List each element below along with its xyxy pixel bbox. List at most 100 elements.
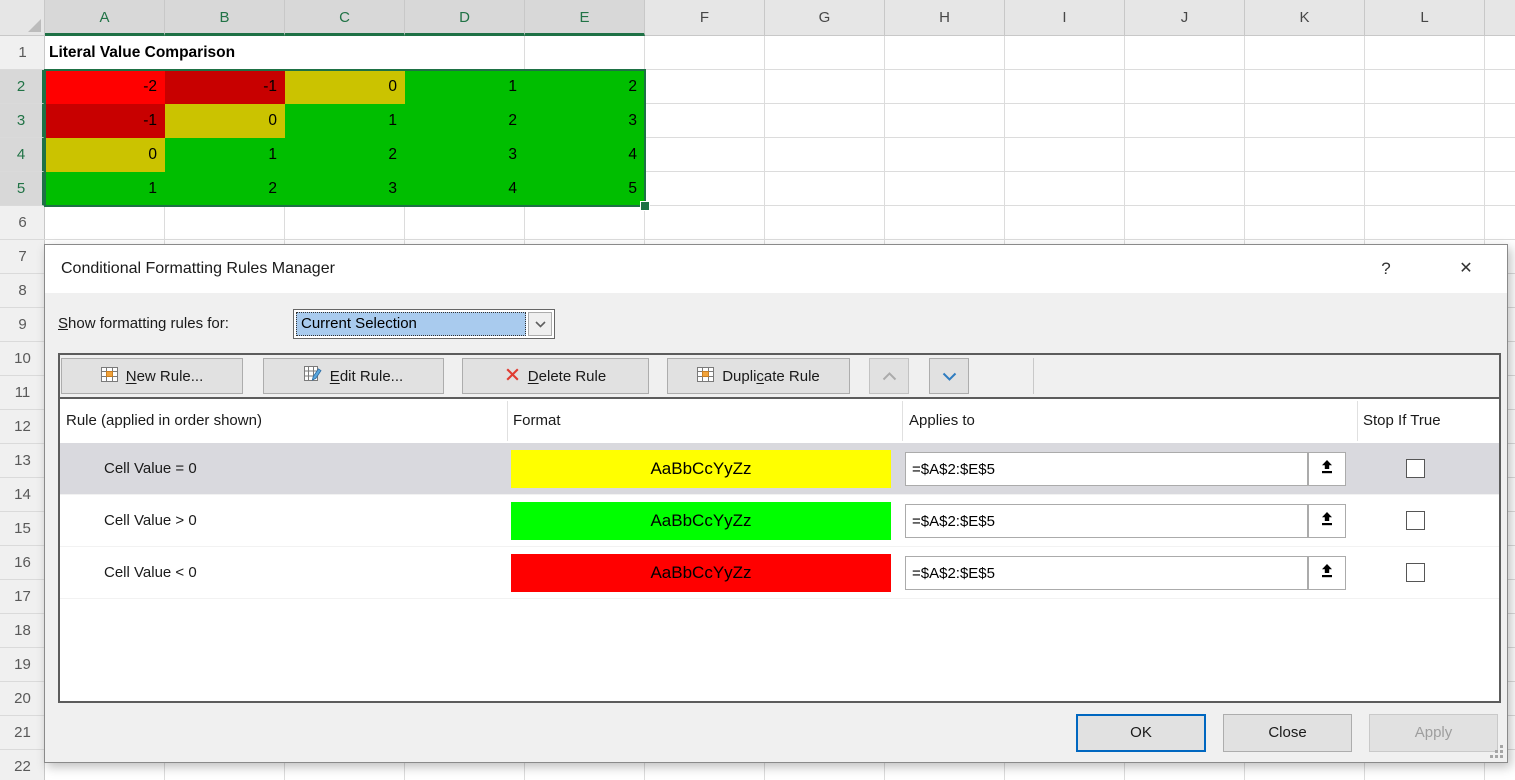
- row-header-15[interactable]: 15: [0, 512, 45, 546]
- ok-button[interactable]: OK: [1076, 714, 1206, 752]
- rule-row-2[interactable]: Cell Value > 0 AaBbCcYyZz: [60, 495, 1499, 547]
- row-header-13[interactable]: 13: [0, 444, 45, 478]
- edit-rule-button[interactable]: Edit Rule...: [263, 358, 444, 394]
- duplicate-rule-button[interactable]: Duplicate Rule: [667, 358, 850, 394]
- stop-if-true-checkbox[interactable]: [1406, 459, 1425, 478]
- column-header-I[interactable]: I: [1005, 0, 1125, 36]
- column-header-A[interactable]: A: [45, 0, 165, 36]
- cell-E5[interactable]: 5: [525, 172, 645, 206]
- cell-A4[interactable]: 0: [45, 138, 165, 172]
- cell-A3[interactable]: -1: [45, 104, 165, 138]
- column-header-J[interactable]: J: [1125, 0, 1245, 36]
- format-preview-swatch: AaBbCcYyZz: [511, 450, 891, 488]
- cell-D4[interactable]: 3: [405, 138, 525, 172]
- row-header-6[interactable]: 6: [0, 206, 45, 240]
- move-rule-up-button[interactable]: [869, 358, 909, 394]
- cell-E4[interactable]: 4: [525, 138, 645, 172]
- resize-grip-icon[interactable]: [1490, 745, 1503, 758]
- cell-C5[interactable]: 3: [285, 172, 405, 206]
- move-rule-down-button[interactable]: [929, 358, 969, 394]
- row-header-16[interactable]: 16: [0, 546, 45, 580]
- row-header-7[interactable]: 7: [0, 240, 45, 274]
- rule-row-1[interactable]: Cell Value = 0 AaBbCcYyZz: [60, 443, 1499, 495]
- row-header-20[interactable]: 20: [0, 682, 45, 716]
- row-header-10[interactable]: 10: [0, 342, 45, 376]
- help-button[interactable]: ?: [1381, 259, 1391, 278]
- row-header-18[interactable]: 18: [0, 614, 45, 648]
- row-header-8[interactable]: 8: [0, 274, 45, 308]
- cell-C2[interactable]: 0: [285, 70, 405, 104]
- stop-if-true-checkbox[interactable]: [1406, 563, 1425, 582]
- column-header-G[interactable]: G: [765, 0, 885, 36]
- row-header-3[interactable]: 3: [0, 104, 45, 138]
- collapse-dialog-arrow-icon: [1319, 511, 1335, 532]
- fill-handle[interactable]: [640, 201, 650, 211]
- red-x-icon: [505, 367, 520, 386]
- cell-D3[interactable]: 2: [405, 104, 525, 138]
- cell-A5[interactable]: 1: [45, 172, 165, 206]
- close-icon[interactable]: ✕: [1459, 260, 1473, 277]
- cell-C4[interactable]: 2: [285, 138, 405, 172]
- row-header-17[interactable]: 17: [0, 580, 45, 614]
- row-header-9[interactable]: 9: [0, 308, 45, 342]
- range-picker-button[interactable]: [1308, 452, 1346, 486]
- cell-B5[interactable]: 2: [165, 172, 285, 206]
- row-header-21[interactable]: 21: [0, 716, 45, 750]
- new-rule-button[interactable]: New Rule...: [61, 358, 243, 394]
- rule-row-3[interactable]: Cell Value < 0 AaBbCcYyZz: [60, 547, 1499, 599]
- row-header-11[interactable]: 11: [0, 376, 45, 410]
- toolbar-divider: [1033, 358, 1034, 394]
- applies-to-input[interactable]: [905, 504, 1308, 538]
- applies-to-input[interactable]: [905, 452, 1308, 486]
- rule-condition: Cell Value = 0: [104, 460, 197, 477]
- row-header-5[interactable]: 5: [0, 172, 45, 206]
- select-all-triangle-icon: [28, 19, 41, 32]
- range-picker-button[interactable]: [1308, 504, 1346, 538]
- table-pencil-icon: [303, 366, 322, 386]
- row-header-2[interactable]: 2: [0, 70, 45, 104]
- column-header-L[interactable]: L: [1365, 0, 1485, 36]
- row-header-1[interactable]: 1: [0, 36, 45, 70]
- cell-E3[interactable]: 3: [525, 104, 645, 138]
- cell-B4[interactable]: 1: [165, 138, 285, 172]
- column-header-K[interactable]: K: [1245, 0, 1365, 36]
- show-rules-selected-value: Current Selection: [296, 312, 526, 336]
- close-button[interactable]: Close: [1223, 714, 1352, 752]
- chevron-down-icon: [942, 368, 957, 385]
- cell-B3[interactable]: 0: [165, 104, 285, 138]
- column-divider: [1357, 401, 1358, 441]
- column-header-H[interactable]: H: [885, 0, 1005, 36]
- row-header-19[interactable]: 19: [0, 648, 45, 682]
- collapse-dialog-arrow-icon: [1319, 459, 1335, 480]
- show-rules-dropdown[interactable]: Current Selection: [293, 309, 555, 339]
- cell-C3[interactable]: 1: [285, 104, 405, 138]
- collapse-dialog-arrow-icon: [1319, 563, 1335, 584]
- delete-rule-button[interactable]: Delete Rule: [462, 358, 649, 394]
- cell-A1[interactable]: Literal Value Comparison: [45, 36, 465, 70]
- cell-D2[interactable]: 1: [405, 70, 525, 104]
- rule-condition: Cell Value > 0: [104, 512, 197, 529]
- applies-to-input[interactable]: [905, 556, 1308, 590]
- column-header-D[interactable]: D: [405, 0, 525, 36]
- cell-E2[interactable]: 2: [525, 70, 645, 104]
- column-header-F[interactable]: F: [645, 0, 765, 36]
- column-header-E[interactable]: E: [525, 0, 645, 36]
- duplicate-rule-label: Duplicate Rule: [722, 367, 820, 385]
- cell-B2[interactable]: -1: [165, 70, 285, 104]
- row-header-12[interactable]: 12: [0, 410, 45, 444]
- select-all-corner[interactable]: [0, 0, 45, 36]
- row-header-4[interactable]: 4: [0, 138, 45, 172]
- column-header-B[interactable]: B: [165, 0, 285, 36]
- row-header-14[interactable]: 14: [0, 478, 45, 512]
- header-rule: Rule (applied in order shown): [66, 412, 262, 429]
- row-header-22[interactable]: 22: [0, 750, 45, 780]
- column-header-C[interactable]: C: [285, 0, 405, 36]
- cell-A2-active[interactable]: -2: [45, 70, 165, 104]
- cf-rules-manager-dialog: Conditional Formatting Rules Manager ? ✕…: [44, 244, 1508, 763]
- chevron-down-icon[interactable]: [528, 312, 552, 336]
- cell-D5[interactable]: 4: [405, 172, 525, 206]
- stop-if-true-checkbox[interactable]: [1406, 511, 1425, 530]
- range-picker-button[interactable]: [1308, 556, 1346, 590]
